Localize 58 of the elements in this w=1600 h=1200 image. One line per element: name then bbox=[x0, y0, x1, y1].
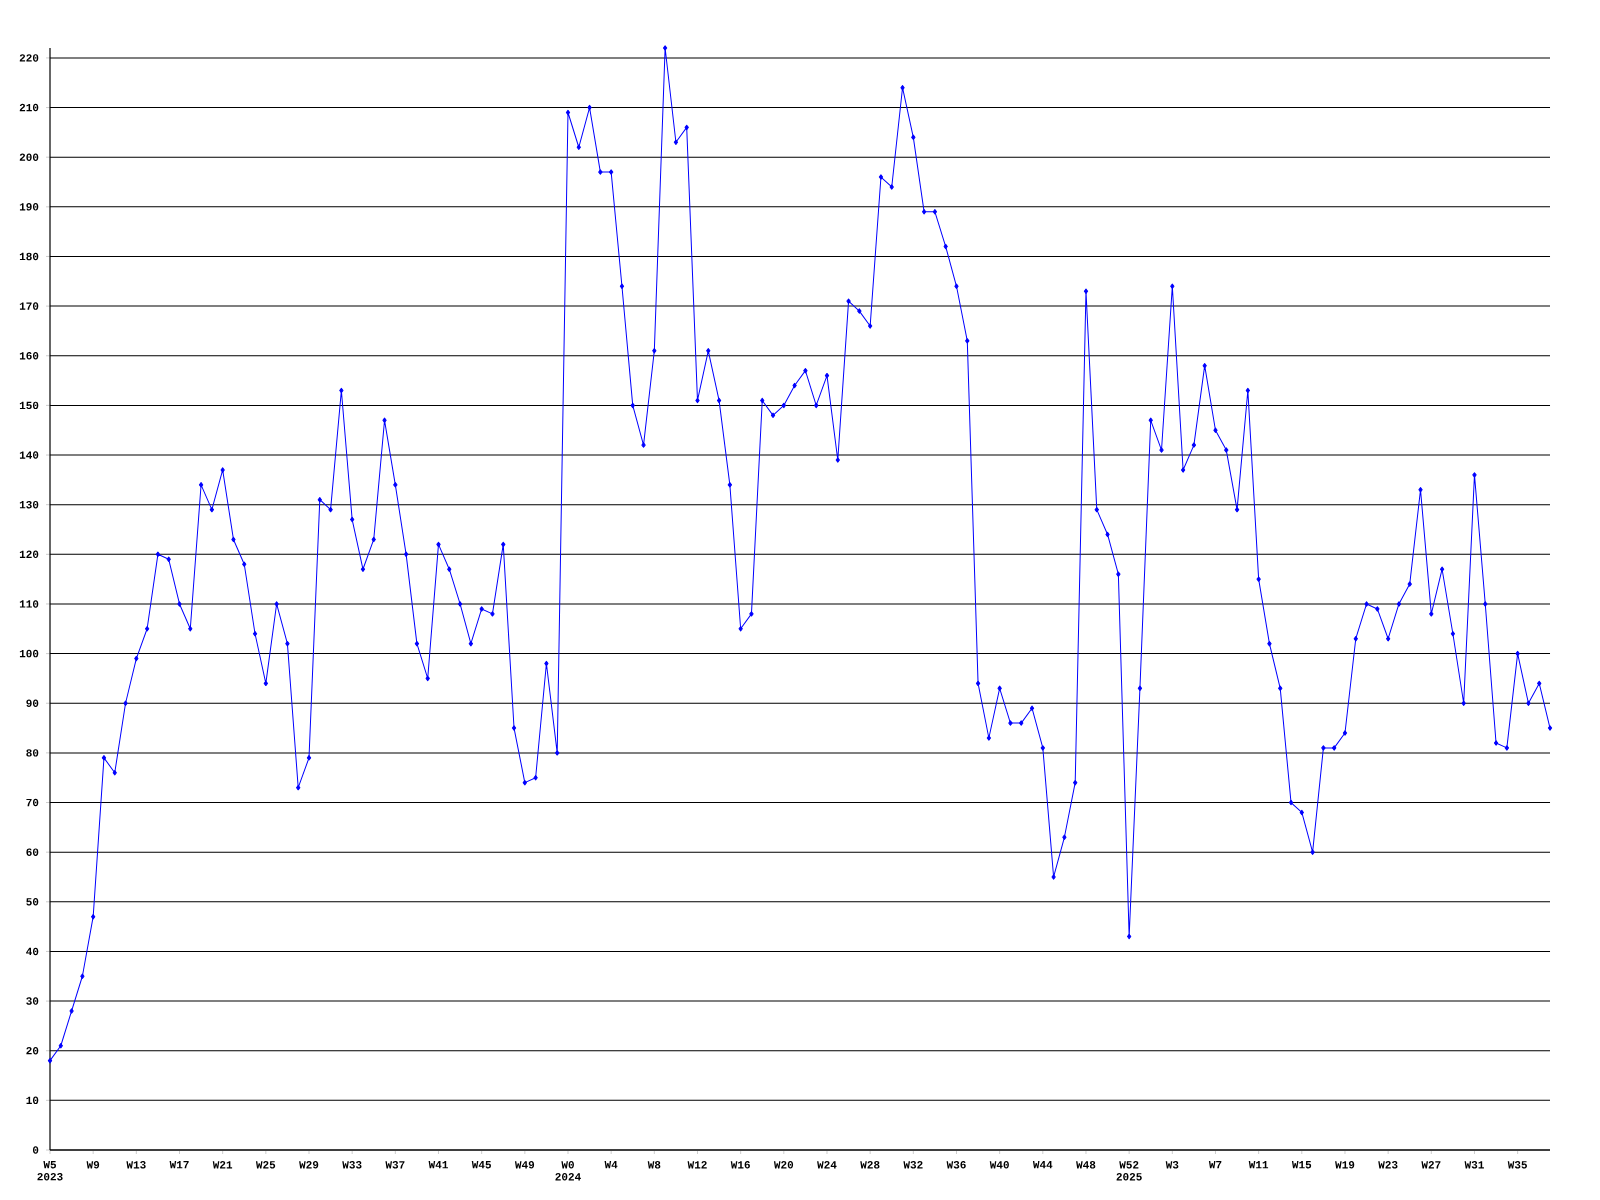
y-tick-label: 70 bbox=[26, 798, 39, 807]
y-tick-label: 60 bbox=[26, 848, 39, 856]
y-tick-label: 100 bbox=[19, 649, 39, 658]
x-tick-label: W13 bbox=[126, 1161, 146, 1169]
x-tick-label: W7 bbox=[1208, 1161, 1222, 1169]
x-tick-label: W4 bbox=[604, 1161, 618, 1169]
y-tick-label: 130 bbox=[19, 500, 39, 509]
x-tick-label: W36 bbox=[946, 1161, 966, 1169]
x-tick-label: W33 bbox=[342, 1161, 362, 1169]
x-tick-label: W0 2024 bbox=[555, 1161, 581, 1181]
x-tick-label: W37 bbox=[385, 1161, 405, 1169]
x-tick-label: W44 bbox=[1032, 1161, 1053, 1169]
y-tick-label: 150 bbox=[19, 401, 39, 410]
y-tick-label: 200 bbox=[19, 153, 39, 161]
y-tick-label: 170 bbox=[19, 302, 39, 310]
x-tick-label: W11 bbox=[1248, 1161, 1269, 1169]
x-tick-label: W45 bbox=[471, 1161, 491, 1169]
x-tick-label: W5 2023 bbox=[37, 1161, 63, 1181]
y-tick-label: 140 bbox=[19, 451, 39, 459]
x-tick-label: W29 bbox=[299, 1161, 319, 1169]
y-tick-label: 0 bbox=[32, 1146, 39, 1154]
y-tick-label: 40 bbox=[26, 947, 39, 956]
y-tick-label: 180 bbox=[19, 252, 39, 261]
x-tick-label: W27 bbox=[1421, 1161, 1441, 1169]
y-tick-label: 190 bbox=[19, 203, 39, 211]
x-tick-label: W9 bbox=[86, 1161, 100, 1169]
y-tick-label: 210 bbox=[19, 103, 39, 112]
y-tick-label: 30 bbox=[26, 997, 39, 1005]
x-tick-label: W3 bbox=[1165, 1161, 1179, 1169]
y-tick-label: 160 bbox=[19, 352, 39, 360]
y-tick-label: 220 bbox=[19, 54, 39, 62]
x-tick-label: W49 bbox=[514, 1161, 535, 1169]
y-tick-label: 10 bbox=[26, 1096, 39, 1105]
x-tick-label: W28 bbox=[860, 1161, 880, 1169]
x-tick-label: W23 bbox=[1378, 1161, 1398, 1169]
x-tick-label: W24 bbox=[817, 1161, 837, 1169]
x-tick-label: W12 bbox=[687, 1161, 707, 1169]
x-tick-label: W16 bbox=[730, 1161, 750, 1169]
x-tick-label: W19 bbox=[1335, 1161, 1355, 1169]
y-tick-label: 20 bbox=[26, 1046, 39, 1055]
x-tick-label: W31 bbox=[1464, 1161, 1484, 1169]
x-tick-label: W48 bbox=[1076, 1161, 1096, 1169]
x-tick-label: W52 2025 bbox=[1116, 1161, 1142, 1181]
x-tick-label: W20 bbox=[773, 1161, 794, 1169]
x-tick-label: W17 bbox=[169, 1161, 189, 1169]
x-tick-label: W15 bbox=[1291, 1161, 1312, 1169]
x-tick-label: W25 bbox=[255, 1161, 276, 1169]
y-tick-label: 90 bbox=[26, 699, 39, 707]
y-tick-label: 50 bbox=[26, 898, 39, 906]
y-tick-label: 80 bbox=[26, 749, 39, 757]
x-tick-label: W40 bbox=[989, 1161, 1009, 1169]
x-tick-label: W41 bbox=[428, 1161, 448, 1169]
x-tick-label: W35 bbox=[1507, 1161, 1527, 1169]
x-tick-label: W21 bbox=[212, 1161, 233, 1169]
x-tick-label: W32 bbox=[903, 1161, 923, 1169]
y-tick-label: 110 bbox=[19, 600, 39, 608]
x-tick-label: W8 bbox=[647, 1161, 661, 1169]
y-tick-label: 120 bbox=[19, 550, 39, 559]
